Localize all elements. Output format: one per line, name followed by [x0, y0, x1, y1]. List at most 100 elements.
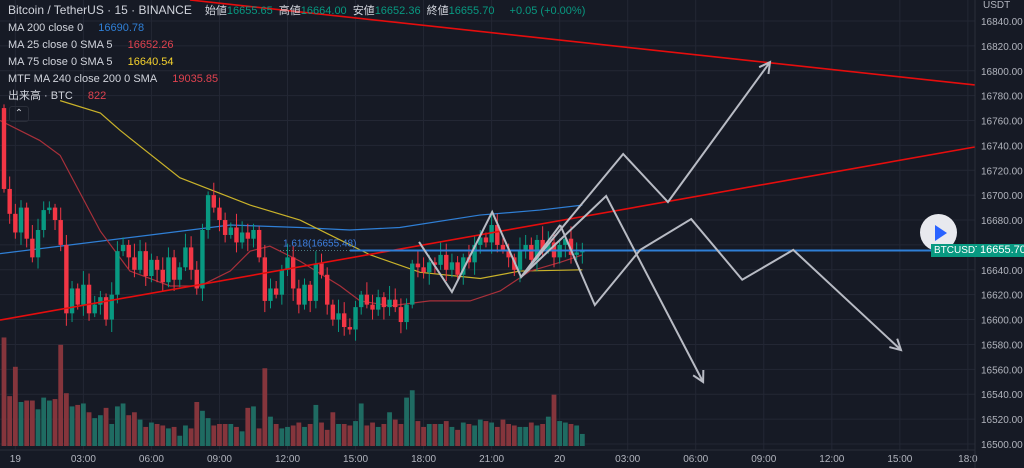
indicator-value: 16652.26 — [127, 39, 174, 51]
time-tick-label: 15:00 — [343, 454, 368, 465]
indicator-label: MA 25 close 0 SMA 5 — [8, 39, 113, 51]
indicator-value: 16640.54 — [127, 56, 174, 68]
volume-bar — [194, 402, 200, 446]
candle-body — [529, 244, 534, 260]
projection-path — [520, 61, 771, 278]
projection-path — [559, 217, 902, 351]
arrow-head-icon — [758, 60, 772, 75]
price-tick-label: 16580.00 — [981, 340, 1023, 351]
symbol-title[interactable]: Bitcoin / TetherUS · 15 · BINANCE — [8, 3, 192, 17]
indicator-row[interactable]: MA 200 close 0 16690.78 — [8, 20, 591, 37]
candle-body — [251, 229, 256, 239]
volume-bar — [336, 424, 341, 446]
candle-body — [500, 244, 506, 250]
ohlc-label: 終値 — [426, 5, 449, 17]
candle-body — [478, 237, 483, 245]
volume-bar — [217, 424, 222, 446]
candle-body — [75, 288, 80, 305]
candle-body — [302, 284, 307, 305]
candle-body — [41, 210, 46, 230]
volume-bar — [432, 424, 438, 446]
volume-bar — [455, 429, 460, 446]
ohlc-value: 16655.65 — [226, 5, 273, 17]
chart-legend: Bitcoin / TetherUS · 15 · BINANCE 始値1665… — [8, 2, 591, 105]
candle-body — [239, 232, 245, 243]
candle-body — [404, 304, 409, 323]
indicator-value: 16690.78 — [98, 22, 145, 34]
candle-body — [132, 257, 137, 270]
price-tick-label: 16760.00 — [981, 117, 1023, 128]
candle-body — [285, 257, 290, 270]
candle-body — [217, 207, 222, 221]
volume-bar — [120, 403, 126, 446]
projection-path — [520, 194, 704, 383]
candle-body — [483, 237, 489, 243]
indicator-label: 出来高 · BTC — [8, 90, 73, 102]
volume-bar — [109, 424, 115, 446]
volume-bar — [166, 428, 171, 446]
candle-body — [376, 297, 381, 310]
candle-body — [421, 267, 426, 273]
candle-body — [489, 225, 494, 243]
volume-bar — [313, 404, 319, 446]
candle-body — [234, 227, 239, 243]
volume-bar — [579, 433, 585, 446]
indicator-row[interactable]: MA 25 close 0 SMA 5 16652.26 — [8, 37, 591, 54]
candle-body — [69, 288, 75, 314]
time-tick-label: 06:00 — [139, 454, 164, 465]
volume-bar — [222, 424, 228, 446]
ohlc-value: 16652.36 — [374, 5, 421, 17]
volume-bar — [568, 424, 574, 446]
candle-body — [427, 262, 432, 273]
volume-bar — [319, 422, 324, 446]
collapse-legend-button[interactable]: ⌃ — [9, 106, 29, 122]
candle-body — [228, 227, 233, 235]
volume-bar — [262, 368, 268, 446]
candle-body — [472, 244, 477, 263]
indicator-row[interactable]: MA 75 close 0 SMA 5 16640.54 — [8, 54, 591, 71]
candle-body — [81, 284, 86, 305]
volume-bar — [171, 426, 177, 446]
candle-body — [517, 249, 523, 270]
candle-body — [92, 304, 97, 314]
volume-bar — [398, 424, 404, 446]
volume-bar — [443, 421, 449, 446]
indicator-value: 822 — [87, 90, 107, 102]
candle-body — [336, 313, 341, 320]
volume-bar — [302, 426, 307, 446]
candle-body — [398, 307, 404, 323]
volume-bar — [86, 412, 92, 446]
price-tick-label: 16620.00 — [981, 291, 1023, 302]
volume-bar — [324, 429, 330, 446]
candle-body — [319, 263, 324, 275]
price-change: +0.05 (+0.00%) — [509, 5, 586, 17]
candle-body — [370, 304, 375, 310]
candle-body — [160, 269, 165, 283]
candle-body — [449, 262, 455, 270]
arrow-head-icon — [692, 369, 705, 384]
candle-body — [103, 297, 109, 320]
volume-bar — [426, 424, 432, 446]
indicator-row[interactable]: 出来高 · BTC 822 — [8, 88, 591, 105]
candle-body — [330, 304, 336, 320]
indicator-row[interactable]: MTF MA 240 close 200 0 SMA 19035.85 — [8, 71, 591, 88]
volume-bar — [7, 396, 13, 446]
volume-bar — [12, 366, 18, 446]
moving-average-line — [59, 100, 583, 280]
price-tick-label: 16540.00 — [981, 390, 1023, 401]
candle-body — [120, 244, 126, 252]
volume-bar — [528, 422, 534, 446]
candle-body — [273, 288, 279, 295]
price-tick-label: 16520.00 — [981, 415, 1023, 426]
ohlc-label: 始値 — [204, 5, 227, 17]
candle-body — [568, 238, 574, 255]
arrow-head-icon — [889, 338, 903, 352]
indicator-value: 19035.85 — [172, 73, 219, 85]
volume-bar — [517, 426, 523, 446]
price-tick-label: 16820.00 — [981, 42, 1023, 53]
volume-bar — [245, 407, 251, 446]
symbol-tag: BTCUSDT — [931, 244, 985, 257]
volume-bar — [268, 416, 273, 446]
candle-body — [24, 207, 29, 239]
